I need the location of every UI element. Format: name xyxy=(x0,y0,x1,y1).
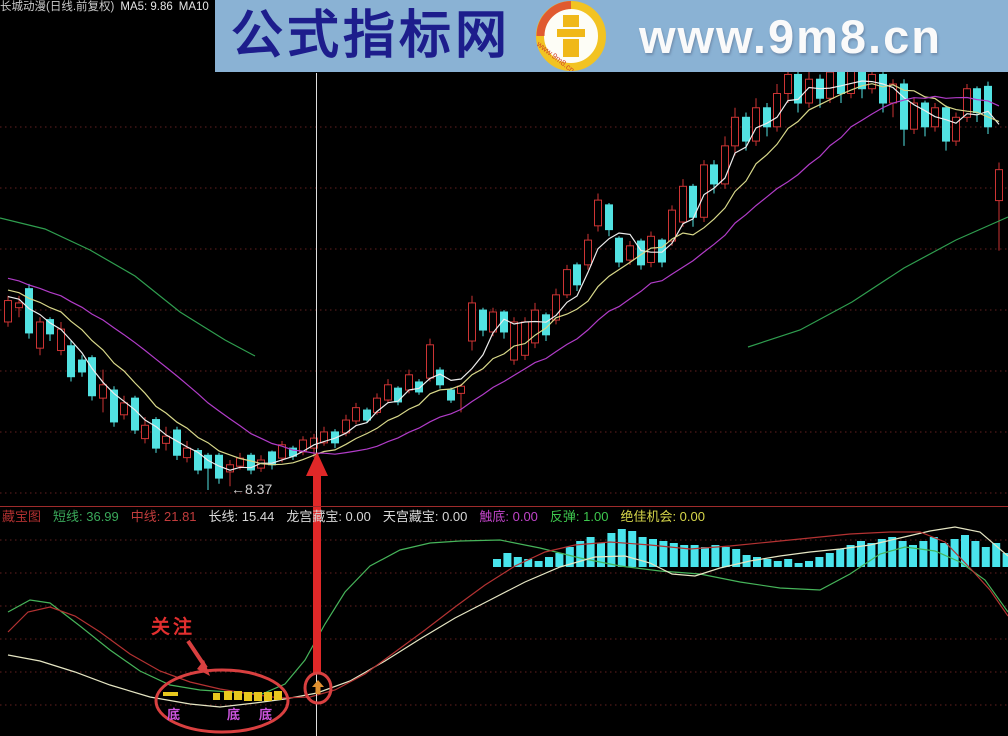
ma10-yellow xyxy=(7,83,1000,466)
sub-white xyxy=(7,526,1008,708)
indicator-field-1: 中线: 21.81 xyxy=(130,509,197,524)
ma10-readout: MA10 xyxy=(178,1,209,13)
bottom-signal-label-2: 底 xyxy=(259,707,273,722)
focus-annotation-label: 关注 xyxy=(151,617,196,638)
watermark-site-url: www.9m8.cn xyxy=(639,10,942,63)
indicator-field-6: 反弹: 1.00 xyxy=(549,509,609,524)
indicator-field-0: 短线: 36.99 xyxy=(53,509,119,524)
watermark-brand-text: 公式指标网 xyxy=(231,7,512,65)
indicator-field-2: 长线: 15.44 xyxy=(208,509,275,524)
ma5-readout: MA5: 9.86 xyxy=(120,1,173,13)
indicator-field-3: 龙宫藏宝: 0.00 xyxy=(286,509,371,524)
chart-title-bar: 长城动漫(日线.前复权) MA5: 9.86 MA10 xyxy=(0,0,1008,14)
candlestick-series xyxy=(4,64,1003,490)
panel-separator xyxy=(0,506,1008,507)
stock-title: 长城动漫(日线.前复权) xyxy=(0,1,115,13)
ma-long-green xyxy=(0,217,256,357)
hand-drawn-annotations xyxy=(154,452,333,734)
focus-arrow-head xyxy=(197,660,210,676)
ma20-magenta xyxy=(7,95,1000,455)
grid-lines xyxy=(0,126,1008,706)
signal-blocks xyxy=(163,691,282,701)
sub-green xyxy=(7,539,1008,695)
ma-long-green xyxy=(747,216,1008,348)
indicator-name: 藏宝图 xyxy=(2,509,42,524)
9m8-logo-icon: www.9m8.cn xyxy=(534,1,606,71)
sub-histogram xyxy=(493,529,1008,567)
sub-red xyxy=(7,531,1008,699)
indicator-field-7: 绝佳机会: 0.00 xyxy=(620,509,705,524)
bottom-signal-label-1: 底 xyxy=(227,707,241,722)
indicator-field-5: 触底: 0.00 xyxy=(479,509,538,524)
big-up-arrow-annotation xyxy=(306,452,328,673)
bottom-zone-ellipse-annotation xyxy=(154,668,290,734)
indicator-header: 藏宝图 短线: 36.99 中线: 21.81 长线: 15.44 龙宫藏宝: 0.00… xyxy=(2,508,717,526)
bottom-signal-label-0: 底 xyxy=(167,707,181,722)
ma5-white xyxy=(7,80,1000,471)
indicator-field-4: 天宫藏宝: 0.00 xyxy=(382,509,468,524)
watermark-banner: 公式指标网 www.9m8.cn www.9m8.cn xyxy=(215,0,1008,72)
signal-circle-annotation xyxy=(303,671,333,705)
moving-average-lines xyxy=(0,80,1008,471)
sub-indicator-lines xyxy=(7,526,1008,708)
price-low-callout: ←8.37 xyxy=(231,481,273,497)
mini-arrow-glyph xyxy=(312,680,324,694)
